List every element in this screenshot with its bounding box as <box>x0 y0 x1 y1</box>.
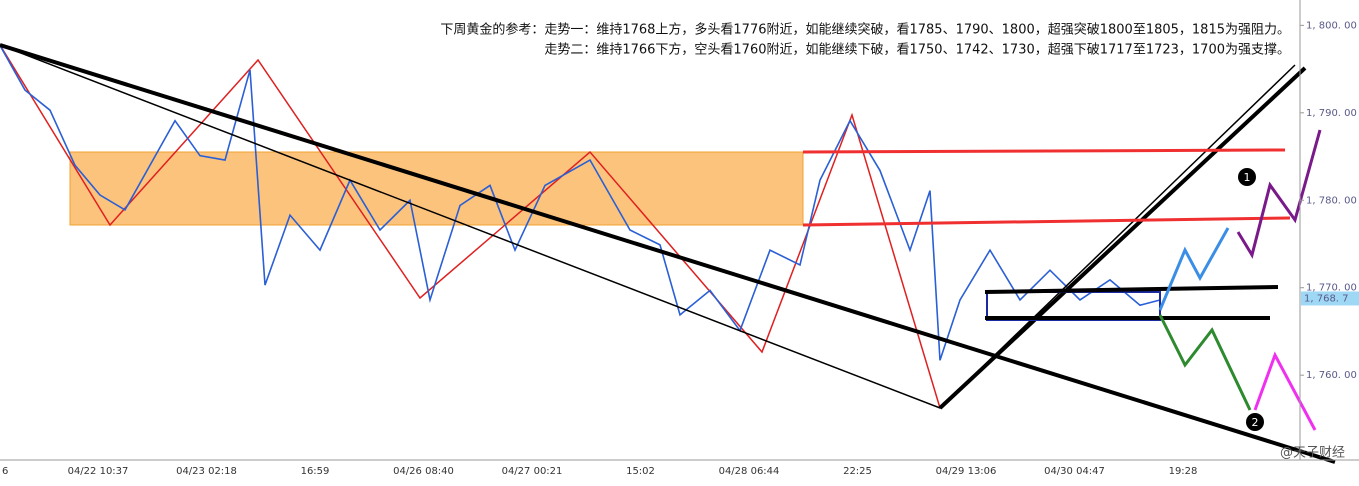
x-tick-label: 15:02 <box>626 466 655 477</box>
price-label: 1, 768. 7 <box>1304 293 1349 304</box>
arrow <box>802 148 1286 154</box>
x-tick-label: 16:59 <box>301 466 330 477</box>
price-line <box>0 45 1161 361</box>
x-tick-label: 6 <box>2 466 8 477</box>
y-tick-label: 1, 800. 00 <box>1306 20 1357 31</box>
marker-label: 1 <box>1244 171 1251 184</box>
arrow <box>938 66 1307 410</box>
trend-line <box>0 43 1336 464</box>
trend-line <box>0 44 1296 409</box>
x-tick-label: 04/29 13:06 <box>936 466 997 477</box>
x-tick-label: 19:28 <box>1169 466 1198 477</box>
marker-label: 2 <box>1252 416 1259 429</box>
arrow <box>802 216 1291 227</box>
x-tick-label: 04/27 00:21 <box>502 466 563 477</box>
consolidation-box <box>986 291 1161 321</box>
y-tick-label: 1, 780. 00 <box>1306 195 1357 206</box>
arrow <box>1236 129 1322 259</box>
y-tick-label: 1, 790. 00 <box>1306 108 1357 119</box>
arrow <box>1158 314 1252 411</box>
marker <box>1238 168 1256 186</box>
price-tag <box>1301 291 1359 306</box>
x-tick-label: 04/23 02:18 <box>176 466 237 477</box>
marker <box>1246 413 1264 431</box>
arrow <box>984 285 1279 294</box>
annotation: 下周黄金的参考：走势一：维持1768上方，多头看1776附近，如能继续突破，看1… <box>440 22 1290 38</box>
x-tick-label: 04/30 04:47 <box>1044 466 1105 477</box>
annotation: 走势二：维持1766下方，空头看1760附近，如能继续下破，看1750、1742… <box>544 42 1290 58</box>
x-tick-label: 04/28 06:44 <box>719 466 780 477</box>
y-tick-label: 1, 770. 00 <box>1306 283 1357 294</box>
arrow <box>1253 351 1317 431</box>
x-tick-label: 22:25 <box>843 466 872 477</box>
watermark: @天子财经 <box>1280 446 1345 461</box>
arrow <box>1158 227 1230 311</box>
y-tick-label: 1, 760. 00 <box>1306 370 1357 381</box>
x-tick-label: 04/22 10:37 <box>68 466 129 477</box>
x-tick-label: 04/26 08:40 <box>393 466 454 477</box>
